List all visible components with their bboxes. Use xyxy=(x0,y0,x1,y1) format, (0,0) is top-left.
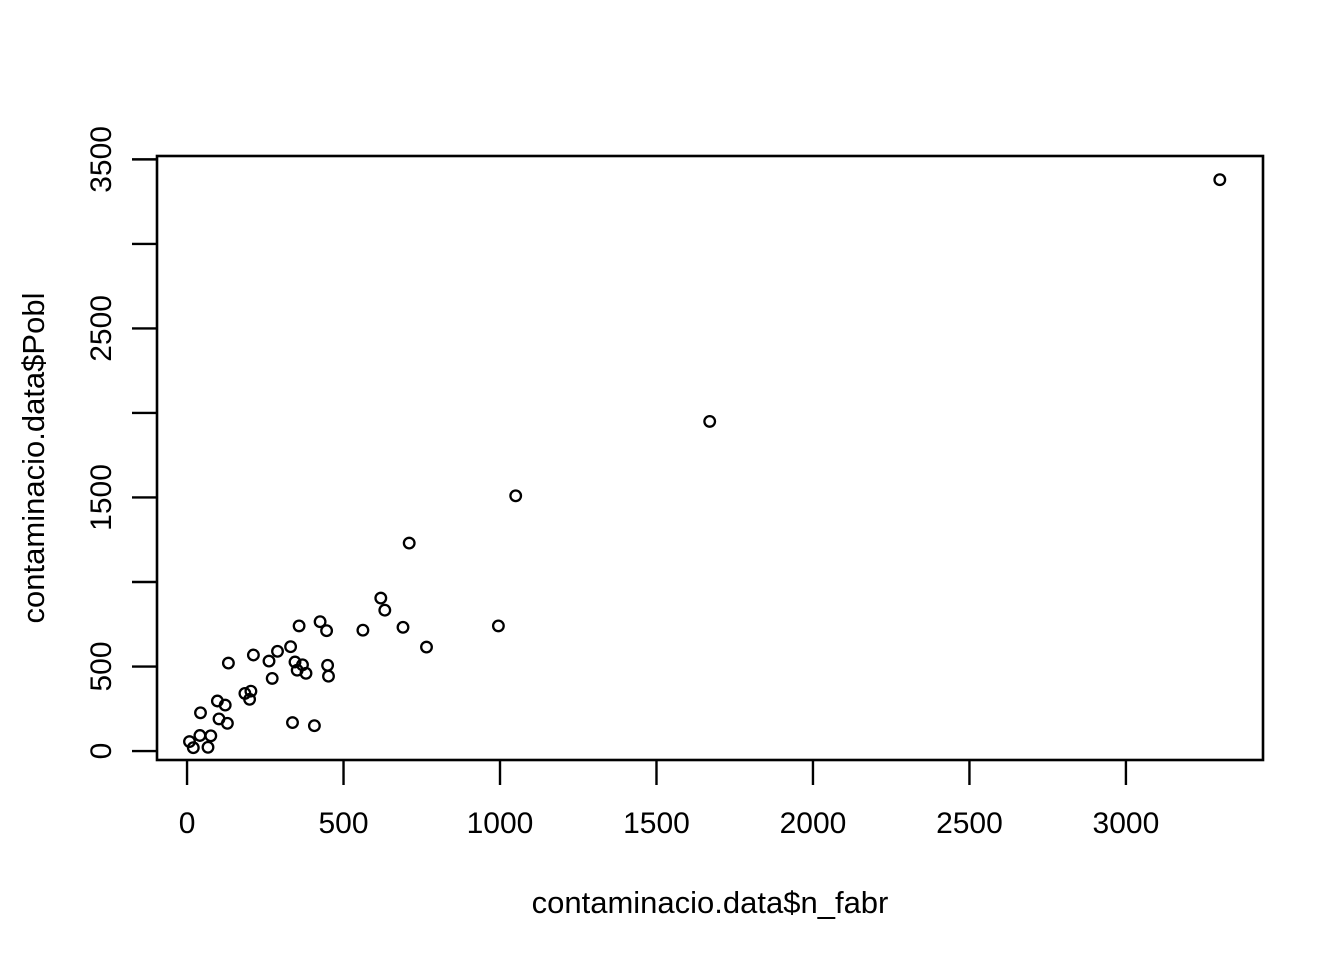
x-tick-label: 3000 xyxy=(1093,807,1160,840)
data-point xyxy=(292,619,306,633)
data-point xyxy=(374,591,388,605)
y-axis-ticks: 0 500 1500 2500 3500 xyxy=(85,126,157,759)
data-point xyxy=(265,671,279,685)
data-point xyxy=(320,624,334,638)
data-point xyxy=(288,655,302,669)
data-point xyxy=(491,619,505,633)
x-axis-ticks: 0 500 1000 1500 2000 2500 3000 xyxy=(179,760,1160,840)
y-tick-label: 0 xyxy=(85,743,118,760)
data-point xyxy=(220,716,234,730)
data-point xyxy=(262,654,276,668)
data-point xyxy=(313,615,327,629)
x-axis-title: contaminacio.data$n_fabr xyxy=(532,885,889,920)
data-point xyxy=(402,536,416,550)
data-point xyxy=(509,489,523,503)
data-point xyxy=(356,623,370,637)
data-point xyxy=(322,669,335,683)
data-point xyxy=(204,729,218,743)
y-tick-label: 2500 xyxy=(85,295,118,362)
x-tick-label: 2500 xyxy=(936,807,1003,840)
data-point xyxy=(378,603,392,617)
plot-area-border xyxy=(155,154,1265,762)
data-point xyxy=(420,640,433,654)
x-tick-label: 500 xyxy=(318,807,368,840)
data-point xyxy=(307,719,321,733)
data-point xyxy=(201,740,215,754)
x-tick-label: 0 xyxy=(179,807,196,840)
x-tick-label: 2000 xyxy=(780,807,847,840)
data-points xyxy=(183,173,1227,755)
data-point xyxy=(194,706,207,720)
data-point xyxy=(243,692,257,706)
data-point xyxy=(271,644,284,658)
y-axis-title: contaminacio.data$Pobl xyxy=(16,293,51,624)
data-point xyxy=(1213,173,1227,187)
y-tick-label: 500 xyxy=(85,641,118,691)
data-point xyxy=(221,656,235,670)
data-point xyxy=(299,666,313,680)
data-point xyxy=(218,698,232,712)
data-point xyxy=(183,735,196,749)
data-point xyxy=(244,684,258,698)
data-point xyxy=(703,414,717,428)
y-tick-label: 3500 xyxy=(85,126,118,193)
data-point xyxy=(396,620,410,634)
data-point xyxy=(246,648,260,662)
data-point xyxy=(286,716,299,730)
data-point xyxy=(284,640,298,654)
data-point xyxy=(193,729,207,742)
data-point xyxy=(321,658,335,672)
y-tick-label: 1500 xyxy=(85,464,118,531)
x-tick-label: 1500 xyxy=(623,807,690,840)
x-tick-label: 1000 xyxy=(467,807,534,840)
